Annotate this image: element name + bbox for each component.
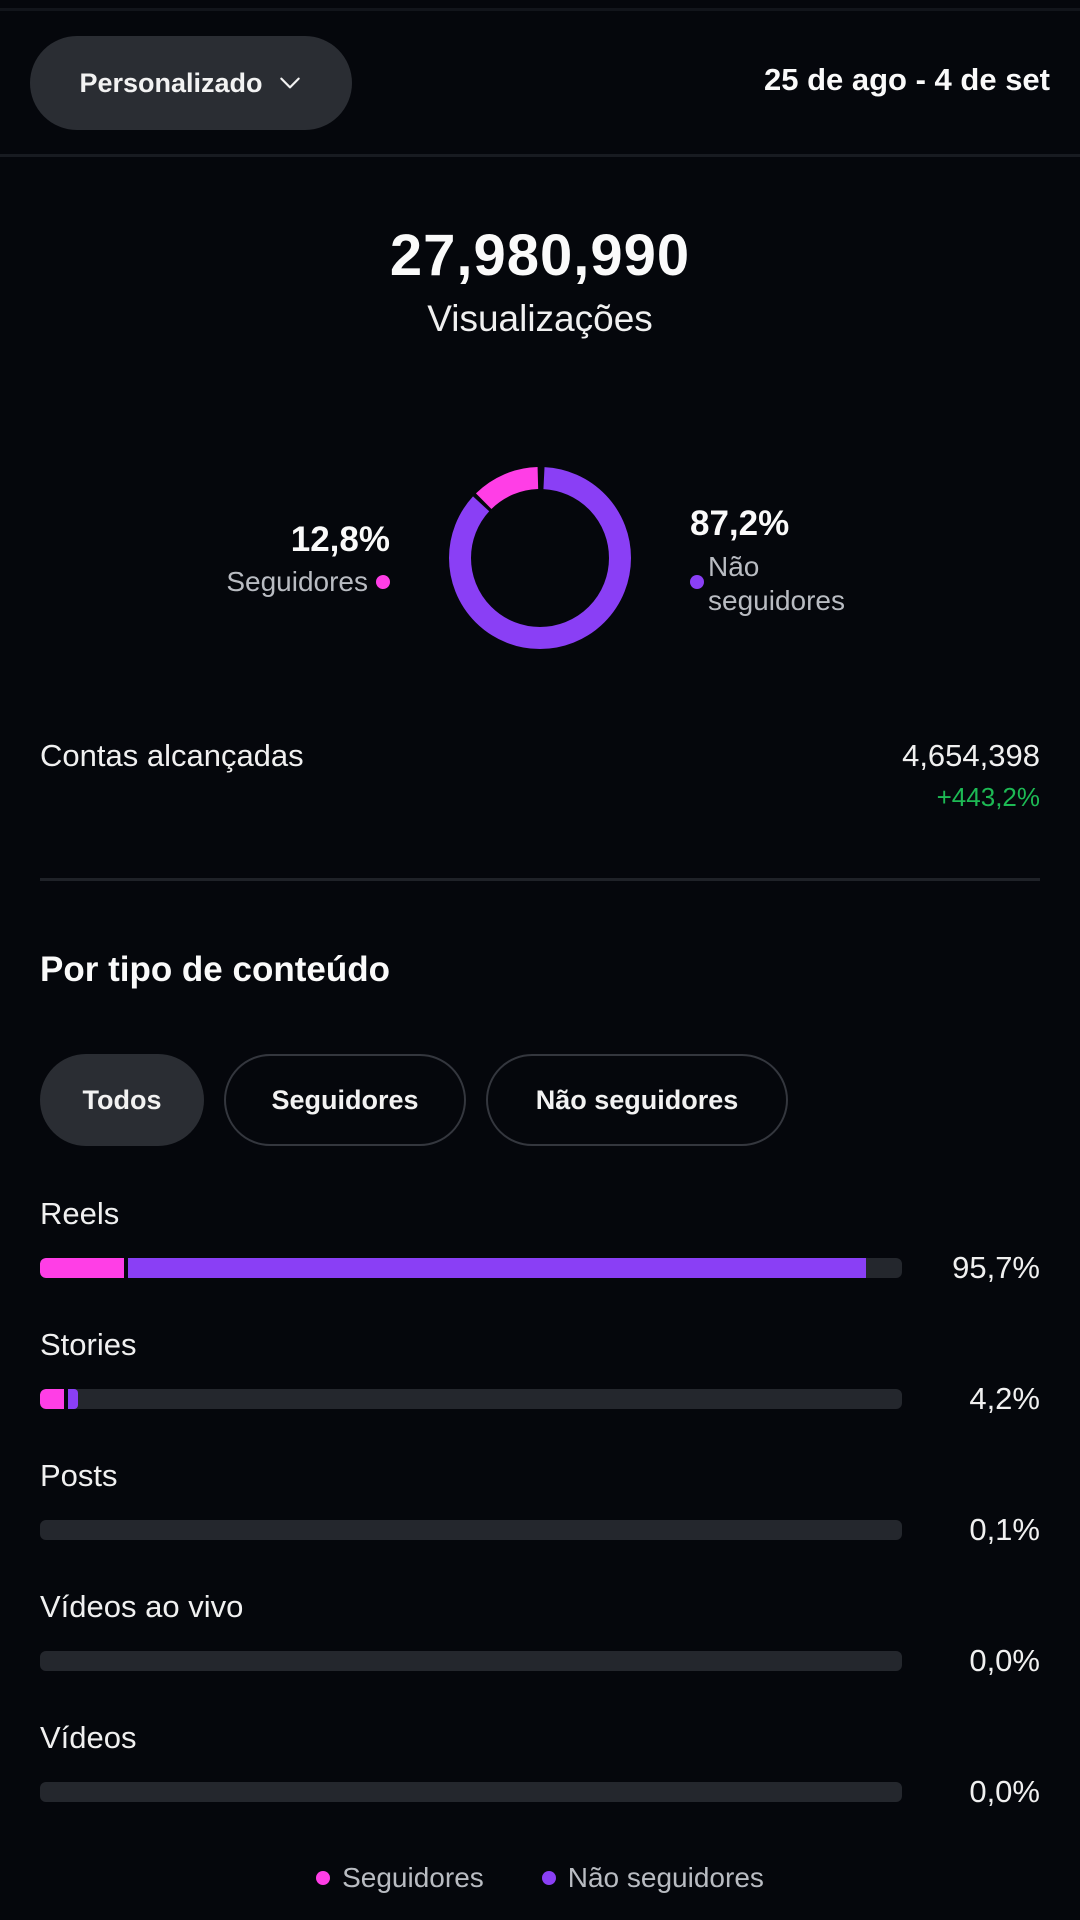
- segment-gap: [64, 1389, 68, 1409]
- audience-donut-chart: [449, 467, 631, 649]
- segment-gap: [124, 1258, 128, 1278]
- accounts-reached-label: Contas alcançadas: [40, 738, 304, 773]
- legend-label-non-followers: Não seguidores: [567, 1862, 764, 1893]
- content-row-videos: Vídeos 0,0%: [40, 1720, 1040, 1851]
- section-divider: [40, 878, 1040, 881]
- tab-seguidores[interactable]: Seguidores: [224, 1054, 466, 1146]
- row-label: Stories: [40, 1327, 137, 1362]
- accounts-reached-delta: +443,2%: [936, 782, 1040, 812]
- row-label: Reels: [40, 1196, 120, 1231]
- legend-item-followers: Seguidores: [316, 1862, 484, 1894]
- content-type-title: Por tipo de conteúdo: [40, 950, 390, 989]
- tab-todos[interactable]: Todos: [40, 1054, 204, 1146]
- non-followers-segment: [68, 1389, 78, 1409]
- chevron-down-icon: [279, 77, 300, 89]
- followers-legend: Seguidores: [226, 566, 390, 598]
- followers-percentage: 12,8%: [290, 520, 390, 559]
- followers-dot-icon: [376, 575, 390, 589]
- legend-label-followers: Seguidores: [342, 1862, 484, 1893]
- non-followers-label-line1: Não: [708, 551, 760, 582]
- non-followers-dot-icon: [541, 1871, 556, 1885]
- content-row-live-videos: Vídeos ao vivo 0,0%: [40, 1589, 1040, 1720]
- row-value: 95,7%: [952, 1250, 1040, 1285]
- row-label: Posts: [40, 1458, 118, 1493]
- non-followers-legend: Não seguidores: [708, 550, 845, 618]
- non-followers-dot-icon: [690, 575, 704, 589]
- audience-filter-tabs: Todos Seguidores Não seguidores: [40, 1054, 788, 1146]
- non-followers-label-line2: seguidores: [708, 585, 845, 616]
- tab-nao-seguidores[interactable]: Não seguidores: [486, 1054, 788, 1146]
- period-selector-button[interactable]: Personalizado: [30, 36, 352, 130]
- accounts-reached-value: 4,654,398: [902, 738, 1040, 773]
- progress-bar: [40, 1651, 902, 1671]
- row-value: 0,0%: [969, 1774, 1040, 1809]
- row-label: Vídeos ao vivo: [40, 1589, 244, 1624]
- date-range[interactable]: 25 de ago - 4 de set: [764, 62, 1050, 97]
- legend-item-non-followers: Não seguidores: [541, 1862, 764, 1894]
- followers-legend-label: Seguidores: [226, 566, 368, 597]
- progress-bar: [40, 1258, 902, 1278]
- row-value: 0,0%: [969, 1643, 1040, 1678]
- period-selector-label: Personalizado: [79, 67, 263, 98]
- top-edge-line: [0, 8, 1080, 11]
- content-row-reels: Reels 95,7%: [40, 1196, 1040, 1327]
- total-views-value: 27,980,990: [389, 223, 691, 288]
- chart-legend: Seguidores Não seguidores: [0, 1862, 1080, 1894]
- progress-bar: [40, 1389, 902, 1409]
- followers-segment: [40, 1258, 124, 1278]
- header-divider: [0, 154, 1080, 157]
- progress-bar: [40, 1520, 902, 1540]
- progress-bar: [40, 1782, 902, 1802]
- header: Personalizado 25 de ago - 4 de set: [0, 0, 1080, 157]
- row-label: Vídeos: [40, 1720, 137, 1755]
- non-followers-percentage: 87,2%: [690, 504, 790, 543]
- content-type-list: Reels 95,7% Stories 4,2% Posts 0,1% Víde…: [40, 1196, 1040, 1851]
- followers-dot-icon: [316, 1871, 331, 1885]
- row-value: 4,2%: [969, 1381, 1040, 1416]
- total-views-label: Visualizações: [427, 298, 653, 339]
- non-followers-segment: [128, 1258, 866, 1278]
- content-row-stories: Stories 4,2%: [40, 1327, 1040, 1458]
- row-value: 0,1%: [969, 1512, 1040, 1547]
- followers-segment: [40, 1389, 64, 1409]
- content-row-posts: Posts 0,1%: [40, 1458, 1040, 1589]
- non-followers-arc: [449, 467, 631, 649]
